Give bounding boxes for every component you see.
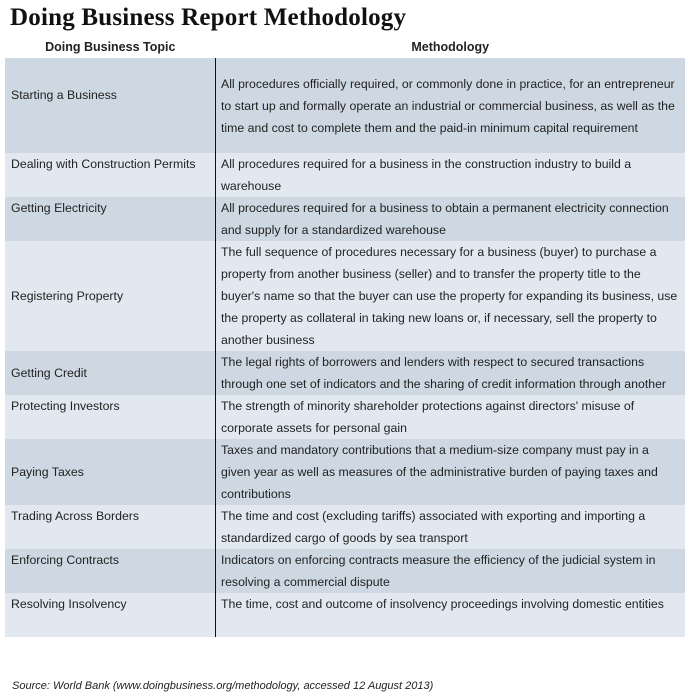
methodology-cell: The time, cost and outcome of insolvency…	[215, 593, 685, 637]
topic-cell: Getting Electricity	[5, 197, 216, 241]
topic-cell: Starting a Business	[5, 58, 216, 153]
table-row: Trading Across Borders The time and cost …	[5, 505, 685, 549]
table-row: Protecting Investors The strength of mino…	[5, 395, 685, 439]
table-row: Enforcing Contracts Indicators on enforci…	[5, 549, 685, 593]
source-note: Source: World Bank (www.doingbusiness.or…	[12, 680, 434, 692]
methodology-cell: Taxes and mandatory contributions that a…	[215, 439, 685, 505]
topic-cell: Dealing with Construction Permits	[5, 153, 216, 197]
page-title: Doing Business Report Methodology	[10, 4, 407, 31]
column-header-methodology: Methodology	[411, 40, 490, 54]
methodology-cell: All procedures required for a business t…	[215, 197, 685, 241]
methodology-cell: All procedures officially required, or c…	[215, 58, 685, 153]
methodology-cell: The full sequence of procedures necessar…	[215, 241, 685, 351]
table-row: Registering Property The full sequence of…	[5, 241, 685, 351]
methodology-cell: The legal rights of borrowers and lender…	[215, 351, 685, 395]
topic-cell: Paying Taxes	[5, 439, 216, 505]
column-header-topic: Doing Business Topic	[45, 40, 176, 54]
table-row: Resolving Insolvency The time, cost and o…	[5, 593, 685, 637]
table-row: Starting a Business All procedures offici…	[5, 58, 685, 153]
topic-cell: Getting Credit	[5, 351, 216, 395]
methodology-cell: All procedures required for a business i…	[215, 153, 685, 197]
topic-cell: Trading Across Borders	[5, 505, 216, 549]
table-row: Dealing with Construction Permits All pro…	[5, 153, 685, 197]
methodology-cell: The strength of minority shareholder pro…	[215, 395, 685, 439]
table-header-row: Doing Business Topic Methodology	[5, 36, 685, 58]
table-row: Getting Electricity All procedures requir…	[5, 197, 685, 241]
table-row: Paying Taxes Taxes and mandatory contribu…	[5, 439, 685, 505]
topic-cell: Enforcing Contracts	[5, 549, 216, 593]
topic-cell: Protecting Investors	[5, 395, 216, 439]
topic-cell: Registering Property	[5, 241, 216, 351]
methodology-table: Doing Business Topic Methodology Startin…	[5, 36, 685, 637]
topic-cell: Resolving Insolvency	[5, 593, 216, 637]
table-row: Getting Credit The legal rights of borrow…	[5, 351, 685, 395]
methodology-cell: The time and cost (excluding tariffs) as…	[215, 505, 685, 549]
methodology-cell: Indicators on enforcing contracts measur…	[215, 549, 685, 593]
